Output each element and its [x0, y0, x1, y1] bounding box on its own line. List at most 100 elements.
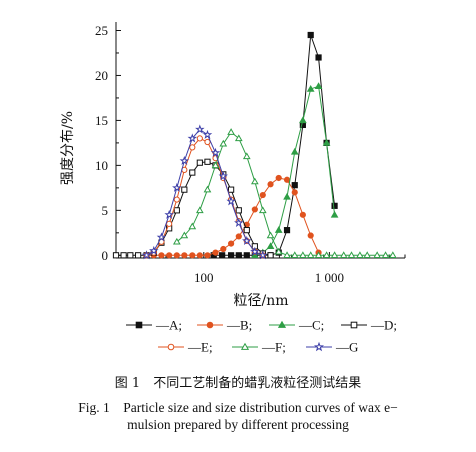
series-C: [250, 82, 339, 259]
data-point-D: [120, 252, 127, 259]
data-point-C: [266, 242, 275, 250]
data-point-A: [235, 252, 242, 259]
data-point-D: [112, 252, 120, 259]
data-point-A: [219, 252, 226, 259]
legend-item-B: —B;: [197, 318, 252, 333]
data-point-B: [189, 252, 196, 259]
y-tick-label: 25: [95, 23, 108, 38]
data-series: [112, 31, 397, 260]
data-point-C: [283, 192, 291, 200]
x-tick-label: 1 000: [315, 270, 344, 285]
data-point-A: [331, 202, 338, 209]
data-point-C: [314, 82, 323, 89]
legend-item-E: —E;: [158, 340, 213, 355]
data-point-B: [299, 211, 306, 218]
data-point-F: [363, 251, 372, 259]
data-point-G: [195, 124, 205, 134]
data-point-F: [373, 251, 381, 259]
data-point-B: [181, 252, 188, 259]
y-tick-label: 0: [102, 248, 109, 263]
data-point-F: [258, 206, 267, 214]
legend-label-E: —E;: [187, 340, 213, 355]
data-point-F: [306, 251, 315, 259]
legend-label-G: —G: [335, 340, 358, 355]
legend-label-F: —F;: [261, 340, 286, 355]
data-point-E: [189, 144, 196, 151]
data-point-F: [388, 251, 397, 259]
data-point-B: [166, 252, 173, 259]
data-point-G: [172, 182, 182, 192]
legend-label-B: —B;: [226, 318, 252, 333]
series-F: [172, 128, 397, 259]
data-point-F: [347, 251, 356, 259]
data-point-B: [228, 240, 235, 247]
data-point-E: [166, 220, 173, 227]
legend-item-D: —D;: [341, 318, 397, 333]
data-point-C: [250, 251, 259, 259]
legend-label-C: —C;: [298, 318, 324, 333]
data-point-D: [181, 186, 188, 193]
data-point-E: [196, 135, 203, 142]
legend-item-C: —C;: [269, 318, 324, 333]
data-point-G: [250, 246, 260, 256]
legend-marker-G: [314, 341, 324, 352]
series-line-F: [176, 131, 393, 256]
data-point-B: [251, 206, 258, 213]
data-point-D: [228, 186, 235, 193]
data-point-F: [180, 231, 189, 239]
chart-axes: [115, 22, 405, 259]
y-axis-title: 强度分布/%: [60, 111, 76, 185]
data-point-D: [243, 227, 250, 234]
data-point-F: [381, 251, 390, 259]
data-point-E: [173, 196, 180, 203]
data-point-C: [330, 210, 339, 218]
data-point-D: [127, 252, 134, 259]
data-point-F: [242, 152, 251, 160]
data-point-F: [203, 185, 212, 193]
data-point-B: [259, 191, 266, 199]
legend-item-G: —G: [306, 340, 358, 355]
data-point-B: [307, 232, 314, 239]
legend-marker-B: [206, 321, 214, 329]
data-point-A: [307, 31, 314, 39]
data-point-D: [135, 252, 142, 259]
data-point-D: [189, 169, 196, 176]
data-point-D: [267, 252, 274, 259]
data-point-F: [322, 251, 331, 259]
data-point-G: [210, 147, 221, 157]
data-point-B: [212, 249, 219, 256]
data-point-C: [306, 84, 315, 92]
data-point-F: [283, 251, 291, 259]
data-point-F: [234, 134, 243, 142]
data-point-G: [202, 129, 213, 139]
data-point-A: [228, 252, 235, 259]
y-tick-label: 15: [95, 113, 108, 128]
data-point-C: [290, 147, 299, 155]
data-point-G: [149, 245, 159, 255]
data-point-F: [266, 231, 275, 239]
data-point-G: [164, 209, 174, 219]
data-point-B: [267, 181, 274, 188]
data-point-B: [235, 233, 242, 240]
data-point-F: [250, 177, 259, 185]
legend-item-F: —F;: [232, 340, 286, 355]
data-point-G: [226, 196, 236, 206]
data-point-G: [258, 250, 268, 260]
data-point-F: [211, 161, 220, 169]
legend-marker-C: [277, 320, 287, 328]
data-point-F: [195, 206, 204, 214]
data-point-F: [274, 247, 283, 255]
data-point-G: [141, 250, 152, 260]
data-point-B: [283, 176, 291, 183]
data-point-F: [219, 139, 228, 147]
series-line-C: [254, 85, 336, 256]
data-point-G: [187, 133, 198, 143]
data-point-F: [188, 222, 197, 230]
data-point-A: [283, 227, 291, 234]
x-axis-title: 粒径/nm: [233, 293, 288, 309]
figure-caption-chinese: 图 1 不同工艺制备的蜡乳液粒径测试结果: [114, 376, 362, 391]
legend-marker-A: [135, 321, 143, 329]
y-axis-ticks: 0 5 10 15 20 25: [95, 23, 121, 263]
data-point-B: [291, 189, 298, 196]
